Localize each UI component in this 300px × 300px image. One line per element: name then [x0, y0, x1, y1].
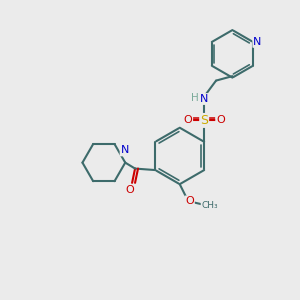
- Text: O: O: [126, 185, 134, 195]
- Text: N: N: [200, 94, 208, 104]
- Text: H: H: [191, 93, 199, 103]
- Text: N: N: [121, 146, 129, 155]
- Text: S: S: [200, 114, 208, 127]
- Text: O: O: [184, 116, 192, 125]
- Text: O: O: [185, 196, 194, 206]
- Text: N: N: [253, 37, 262, 47]
- Text: CH₃: CH₃: [201, 201, 218, 210]
- Text: O: O: [216, 116, 225, 125]
